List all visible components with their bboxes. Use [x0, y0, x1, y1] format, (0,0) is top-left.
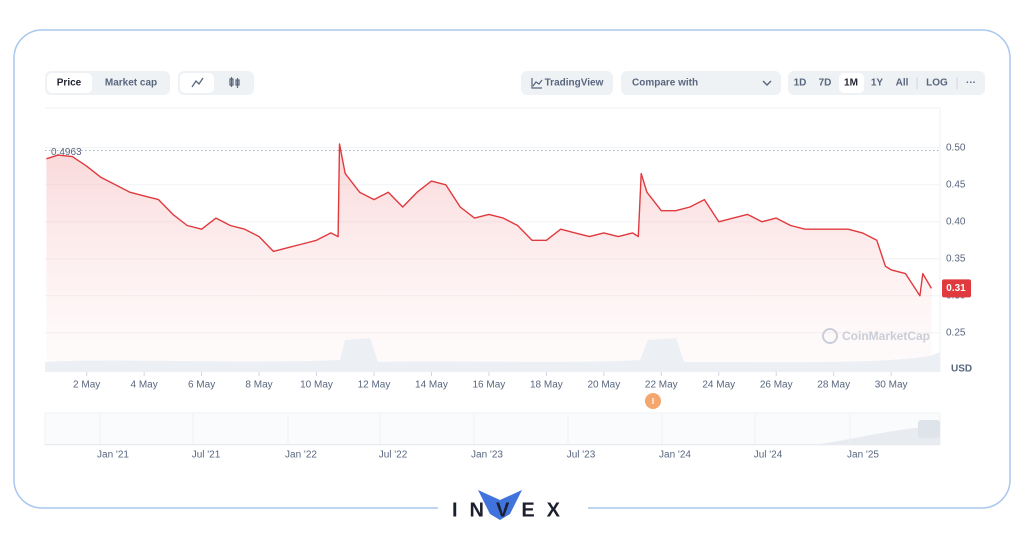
y-tick-label: 0.40: [946, 216, 966, 227]
range-active: [839, 73, 864, 93]
navigator-label: Jan '23: [471, 450, 503, 461]
x-tick-label: 24 May: [702, 380, 735, 391]
x-tick-label: 26 May: [760, 380, 793, 391]
tab-active: [47, 73, 92, 93]
y-tick-label: 0.35: [946, 253, 966, 264]
x-tick-label: 12 May: [358, 380, 391, 391]
range-button[interactable]: All: [896, 78, 909, 89]
range-group: [788, 71, 985, 95]
navigator-label: Jul '22: [379, 450, 408, 461]
tab[interactable]: Market cap: [105, 78, 157, 89]
area-fill: [46, 144, 932, 372]
x-tick-label: 14 May: [415, 380, 448, 391]
candle-icon[interactable]: [229, 77, 240, 88]
x-tick-label: 18 May: [530, 380, 563, 391]
navigator-label: Jan '24: [659, 450, 691, 461]
x-tick-label: 22 May: [645, 380, 678, 391]
currency-label: USD: [951, 364, 972, 375]
volume-area: [45, 338, 940, 372]
tradingview-label: TradingView: [545, 78, 604, 89]
brand: INVEX: [452, 499, 572, 521]
watermark-logo: [822, 328, 838, 344]
more-button[interactable]: ···: [966, 78, 976, 89]
navigator-label: Jul '23: [567, 450, 596, 461]
last-price-label: 0.31: [946, 283, 966, 294]
x-tick-label: 30 May: [875, 380, 908, 391]
tab[interactable]: Price: [57, 78, 82, 89]
x-tick-label: 2 May: [73, 380, 100, 391]
compare-label: Compare with: [632, 78, 698, 89]
x-tick-label: 10 May: [300, 380, 333, 391]
compare-select[interactable]: [621, 71, 781, 95]
navigator-label: Jul '24: [754, 450, 783, 461]
line-view[interactable]: [180, 73, 214, 93]
range-button[interactable]: 1M: [844, 78, 858, 89]
price-line: [46, 143, 933, 297]
range-button[interactable]: 1Y: [871, 78, 884, 89]
watermark: CoinMarketCap: [842, 329, 930, 343]
x-tick-label: 8 May: [245, 380, 272, 391]
brand-logo: [478, 490, 522, 520]
reference-label: 0.4963: [51, 147, 82, 158]
tradingview-button[interactable]: [521, 71, 613, 95]
last-price-badge: [942, 279, 971, 298]
range-button[interactable]: 7D: [819, 78, 832, 89]
tv-icon: [531, 78, 542, 89]
x-tick-label: 4 May: [131, 380, 158, 391]
navigator[interactable]: [44, 412, 941, 446]
x-tick-label: 20 May: [587, 380, 620, 391]
navigator-label: Jan '25: [847, 450, 879, 461]
x-tick-label: 28 May: [817, 380, 850, 391]
navigator-label: Jan '22: [285, 450, 317, 461]
line-icon: [191, 77, 204, 88]
navigator-label: Jul '21: [192, 450, 221, 461]
y-tick-label: 0.25: [946, 327, 966, 338]
navigator-label: Jan '21: [97, 450, 129, 461]
chevron: [762, 80, 772, 86]
y-tick-label: 0.50: [946, 142, 966, 153]
x-tick-label: 6 May: [188, 380, 215, 391]
x-tick-label: 16 May: [473, 380, 506, 391]
range-button[interactable]: 1D: [794, 78, 807, 89]
navigator-handle[interactable]: [918, 420, 940, 438]
tv-icon: [532, 79, 543, 87]
y-tick-label: 0.45: [946, 179, 966, 190]
log-button[interactable]: LOG: [926, 78, 948, 89]
